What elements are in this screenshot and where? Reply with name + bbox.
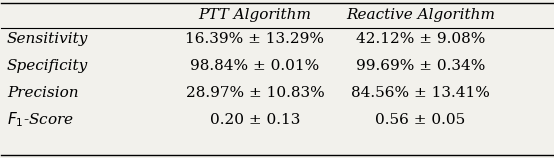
Text: 0.20 ± 0.13: 0.20 ± 0.13 [210,113,300,127]
Text: $F_1$-Score: $F_1$-Score [7,111,74,130]
Text: 42.12% ± 9.08%: 42.12% ± 9.08% [356,32,485,46]
Text: PTT Algorithm: PTT Algorithm [198,8,311,22]
Text: Sensitivity: Sensitivity [7,32,88,46]
Text: Specificity: Specificity [7,59,88,73]
Text: 99.69% ± 0.34%: 99.69% ± 0.34% [356,59,485,73]
Text: Precision: Precision [7,86,79,100]
Text: 16.39% ± 13.29%: 16.39% ± 13.29% [186,32,325,46]
Text: 28.97% ± 10.83%: 28.97% ± 10.83% [186,86,324,100]
Text: 98.84% ± 0.01%: 98.84% ± 0.01% [191,59,320,73]
Text: Reactive Algorithm: Reactive Algorithm [346,8,495,22]
Text: 0.56 ± 0.05: 0.56 ± 0.05 [375,113,465,127]
Text: 84.56% ± 13.41%: 84.56% ± 13.41% [351,86,490,100]
